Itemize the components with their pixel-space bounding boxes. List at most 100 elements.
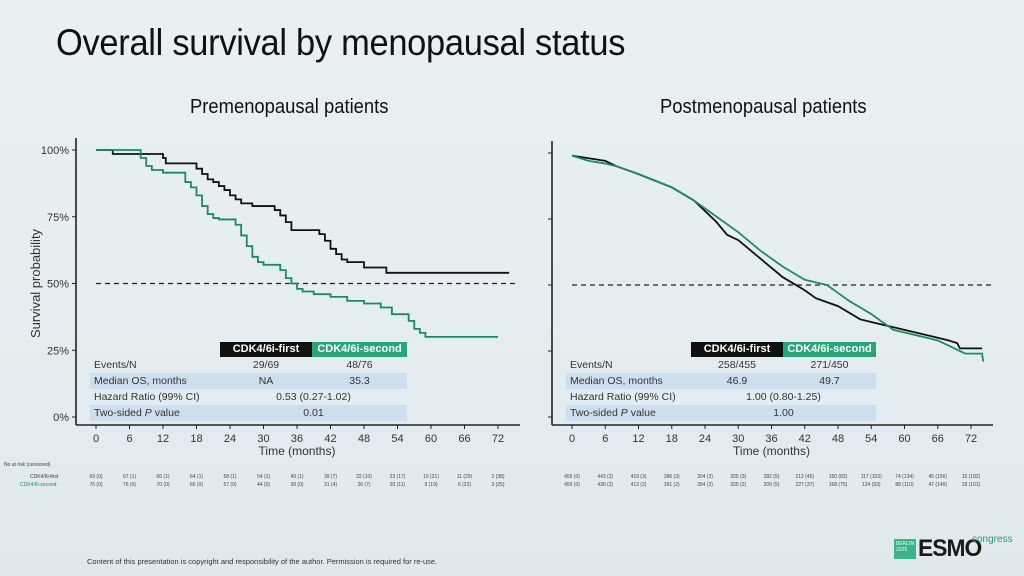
chart-title-premenopausal: Premenopausal patients	[190, 96, 389, 118]
value-first: NA	[258, 375, 274, 387]
stats-table-premenopausal: CDK4/6i-first CDK4/6i-second Events/N 29…	[90, 342, 420, 421]
table-row: Hazard Ratio (99% CI) 1.00 (0.80-1.25)	[566, 389, 876, 405]
risk-value: 150 (82)	[828, 474, 848, 480]
x-tick-label: 66	[932, 433, 944, 445]
risk-value: 38 (0)	[290, 482, 304, 488]
row-label: Two-sided P value	[94, 405, 180, 421]
label-italic: P	[620, 407, 628, 419]
row-label: Events/N	[570, 359, 613, 371]
risk-value: 76 (0)	[122, 482, 137, 488]
risk-value: 325 (3)	[730, 474, 747, 480]
risk-value: 419 (3)	[630, 474, 647, 480]
risk-value: 413 (2)	[630, 482, 647, 488]
value-combined: 0.53 (0.27-1.02)	[276, 391, 351, 403]
table-row: Events/N 29/69 48/76	[90, 357, 407, 373]
label-text: value	[627, 407, 656, 419]
header-first: CDK4/6i-first	[220, 342, 312, 357]
x-tick-label: 42	[324, 433, 336, 445]
row-label: Median OS, months	[94, 375, 187, 387]
copyright-footer: Content of this presentation is copyrigh…	[87, 557, 438, 566]
x-tick-label: 54	[391, 433, 403, 445]
value-first: 29/69	[252, 359, 280, 371]
risk-row-label: CDK4/6i-first	[30, 474, 59, 480]
x-tick-label: 0	[93, 433, 99, 445]
risk-value: 45 (156)	[928, 474, 948, 480]
x-tick-label: 12	[632, 433, 644, 445]
chart-postmenopausal: 0 6 12 18 24 30 36 42 48 54 60 66 72 Time (months)	[548, 141, 993, 458]
label-text: Two-sided	[94, 407, 145, 419]
label-text: Two-sided	[570, 407, 621, 419]
x-tick-label: 60	[898, 433, 910, 445]
table-row: Hazard Ratio (99% CI) 0.53 (0.27-1.02)	[90, 389, 407, 405]
table-row: Events/N 258/455 271/450	[566, 357, 876, 373]
survival-curve-second	[96, 149, 498, 338]
table-row: Two-sided P value 0.01	[90, 405, 407, 421]
y-tick-label: 0%	[53, 412, 69, 424]
risk-value: 58 (1)	[223, 474, 237, 480]
slide-title: Overall survival by menopausal status	[56, 22, 626, 63]
risk-value: 65 (0)	[189, 482, 204, 488]
risk-value: 168 (75)	[828, 482, 848, 488]
x-tick-label: 72	[965, 433, 977, 445]
value-second: 271/450	[810, 359, 849, 371]
x-tick-label: 60	[425, 433, 437, 445]
x-tick-label: 24	[224, 433, 236, 445]
label-text: value	[151, 407, 180, 419]
y-tick-label: 75%	[47, 212, 69, 224]
risk-value: 23 (17)	[389, 474, 406, 480]
survival-curve-first	[571, 154, 983, 350]
risk-row-label: CDK4/6i-second	[20, 482, 57, 488]
risk-table-premenopausal: No at risk (censored) CDK4/6i-first 69 (0)…	[0, 462, 530, 492]
risk-value: 304 (3)	[697, 474, 713, 480]
risk-value: 450 (0)	[564, 482, 580, 488]
risk-value: 209 (5)	[763, 482, 780, 488]
logo-year: 2025	[896, 547, 908, 553]
row-label: Events/N	[94, 359, 137, 371]
value-first: 46.9	[726, 375, 748, 387]
risk-value: 67 (1)	[122, 474, 137, 480]
row-label: Median OS, months	[570, 375, 663, 387]
x-tick-label: 30	[257, 433, 269, 445]
risk-value: 39 (7)	[323, 474, 338, 480]
header-second: CDK4/6i-second	[783, 342, 876, 357]
risk-value: 20 (11)	[389, 482, 406, 488]
risk-value: 49 (1)	[290, 474, 304, 480]
esmo-congress-logo: BERLIN 2025 ESMO congress	[888, 530, 1018, 562]
x-tick-label: 48	[832, 433, 844, 445]
risk-value: 455 (0)	[564, 474, 580, 480]
logo-esmo: ESMO	[918, 535, 982, 562]
risk-value: 227 (37)	[795, 482, 815, 488]
x-tick-label: 36	[765, 433, 777, 445]
value-second: 35.3	[349, 375, 370, 387]
y-axis-label: Survival probability	[28, 228, 43, 338]
y-tick-label: 100%	[41, 145, 69, 157]
stats-table-postmenopausal: CDK4/6i-first CDK4/6i-second Events/N 25…	[566, 342, 896, 421]
risk-value: 74 (134)	[895, 474, 914, 480]
survival-curve-first	[96, 149, 510, 274]
table-row: Median OS, months NA 35.3	[90, 373, 407, 389]
risk-value: 325 (2)	[730, 482, 747, 488]
x-tick-label: 18	[190, 433, 202, 445]
x-tick-label: 54	[865, 433, 877, 445]
risk-value: 15 (182)	[961, 474, 981, 480]
risk-value: 282 (5)	[763, 474, 780, 480]
risk-value: 391 (2)	[663, 482, 680, 488]
risk-value: 31 (4)	[323, 482, 338, 488]
x-tick-label: 6	[602, 433, 608, 445]
x-tick-label: 66	[458, 433, 470, 445]
x-tick-label: 0	[569, 433, 575, 445]
risk-value: 19 (161)	[961, 482, 981, 488]
risk-value: 88 (110)	[895, 482, 914, 488]
label-italic: P	[144, 407, 152, 419]
risk-value: 44 (0)	[256, 482, 271, 488]
risk-value: 54 (1)	[256, 474, 271, 480]
risk-value: 70 (0)	[156, 482, 170, 488]
value-second: 48/76	[346, 359, 373, 371]
x-tick-label: 30	[732, 433, 744, 445]
risk-table-title: No at risk (censored)	[4, 462, 51, 468]
risk-value: 2 (38)	[491, 474, 505, 480]
risk-table-postmenopausal: 455 (0) 443 (2) 419 (3) 396 (3) 304 (3) 325 (…	[540, 474, 1020, 494]
logo-city: BERLIN	[896, 541, 915, 547]
risk-value: 430 (2)	[597, 482, 614, 488]
risk-value: 443 (2)	[597, 474, 614, 480]
